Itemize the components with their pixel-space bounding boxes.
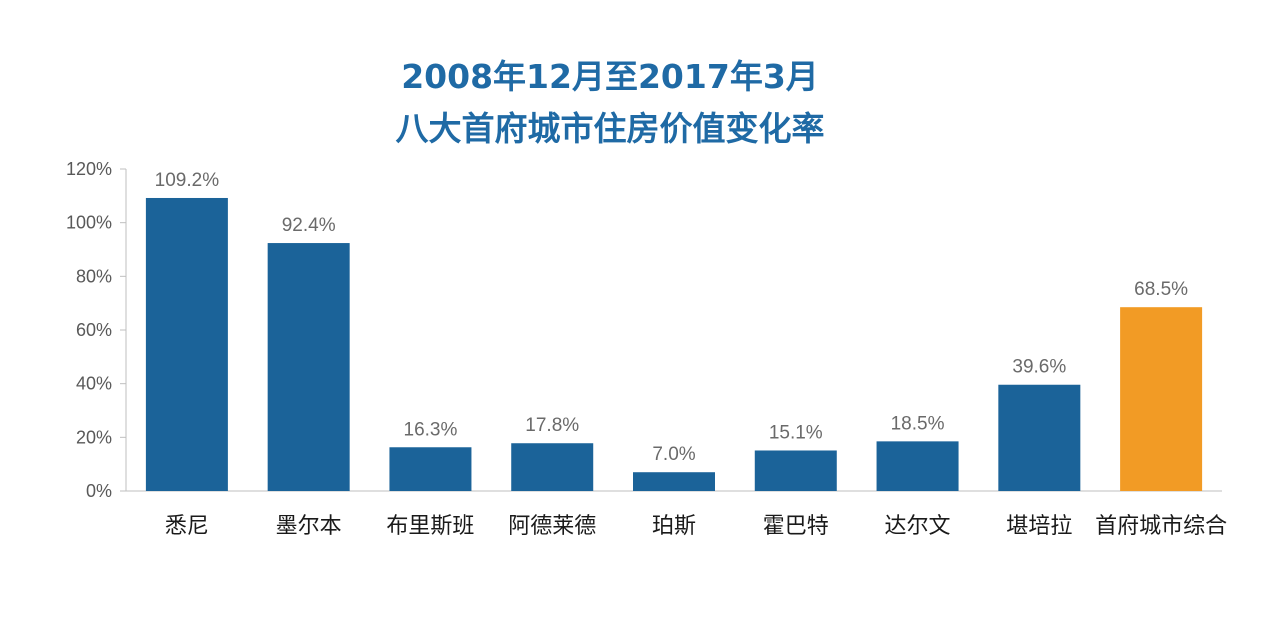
bar — [267, 243, 350, 491]
bar — [998, 384, 1081, 491]
y-tick-label: 60% — [76, 320, 112, 340]
data-label: 16.3% — [404, 419, 458, 440]
bar — [876, 441, 959, 491]
category-label: 阿德莱德 — [508, 514, 596, 539]
y-tick-label: 20% — [76, 427, 112, 447]
y-tick-label: 0% — [86, 481, 112, 501]
category-label: 首府城市综合 — [1095, 514, 1227, 539]
y-tick-label: 80% — [76, 266, 112, 286]
category-label: 达尔文 — [885, 514, 951, 539]
bar — [1120, 307, 1203, 491]
bar — [389, 447, 472, 491]
bar — [754, 450, 837, 491]
y-tick-label: 40% — [76, 374, 112, 394]
bar — [511, 443, 594, 491]
category-label: 墨尔本 — [276, 514, 342, 539]
category-label: 堪培拉 — [1006, 514, 1072, 539]
category-label: 霍巴特 — [763, 514, 829, 539]
y-tick-label: 120% — [66, 159, 112, 179]
category-label: 悉尼 — [165, 514, 209, 539]
chart-title: 2008年12月至2017年3月 — [401, 57, 819, 96]
data-label: 92.4% — [282, 215, 336, 236]
data-label: 68.5% — [1134, 279, 1188, 300]
y-tick-label: 100% — [66, 213, 112, 233]
data-label: 109.2% — [155, 170, 220, 191]
chart-subtitle: 八大首府城市住房价值变化率 — [395, 109, 825, 148]
bar — [145, 197, 228, 492]
bar — [633, 472, 715, 491]
data-label: 39.6% — [1012, 357, 1066, 378]
data-label: 18.5% — [891, 413, 945, 434]
data-label: 15.1% — [769, 422, 823, 443]
data-label: 7.0% — [652, 444, 695, 465]
category-label: 珀斯 — [652, 514, 696, 539]
data-label: 17.8% — [525, 415, 579, 436]
category-label: 布里斯班 — [386, 514, 474, 539]
